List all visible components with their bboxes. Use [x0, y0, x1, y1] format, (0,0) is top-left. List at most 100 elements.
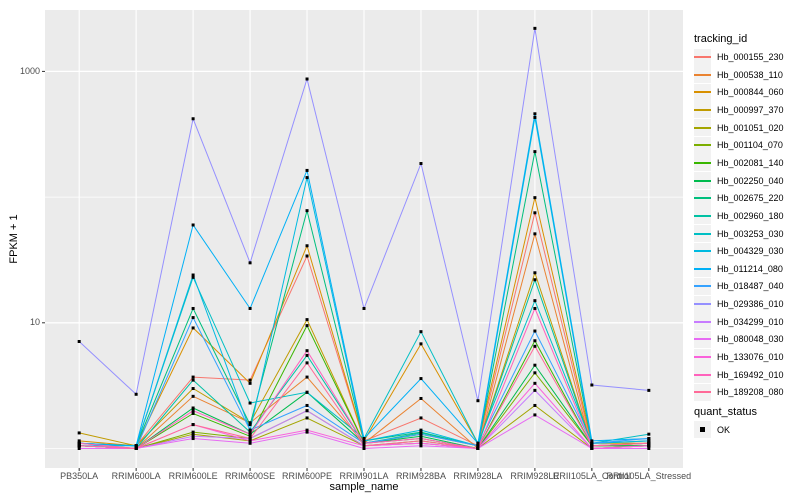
legend-line-key-icon	[694, 313, 711, 331]
data-point	[533, 306, 537, 310]
data-point	[248, 428, 252, 432]
data-point	[248, 401, 252, 405]
legend-entry-label: Hb_011214_080	[717, 263, 783, 274]
quant-ok-key-icon	[694, 421, 711, 438]
legend-entry: Hb_011214_080	[694, 260, 783, 278]
data-point	[362, 441, 366, 445]
data-point	[590, 441, 594, 445]
data-point	[77, 447, 81, 450]
legend-title-tracking-id: tracking_id	[694, 33, 748, 45]
data-point	[533, 278, 537, 282]
data-point	[647, 388, 651, 392]
legend-entry-label: Hb_000155_230	[717, 52, 784, 62]
x-tick-label: RRIM901LA	[339, 471, 389, 481]
legend-entry: Hb_189208_080	[694, 383, 784, 401]
data-point	[533, 196, 537, 200]
legend-entry-label: Hb_004329_030	[717, 246, 784, 257]
data-point	[362, 444, 366, 448]
data-point	[533, 329, 537, 333]
data-point	[590, 383, 594, 387]
data-point	[305, 254, 309, 258]
data-point	[533, 413, 537, 417]
data-point	[590, 447, 594, 450]
data-point	[191, 411, 195, 415]
data-point	[191, 223, 195, 227]
data-point	[134, 447, 138, 450]
data-point	[248, 441, 252, 445]
legend-entry-label: Hb_018487_040	[717, 281, 784, 292]
data-point	[647, 444, 651, 448]
legend-entry: Hb_001051_020	[694, 119, 784, 137]
data-point	[419, 428, 423, 432]
data-point	[305, 349, 309, 353]
legend-entry: Hb_133076_010	[694, 348, 784, 366]
legend-entry-label: Hb_169492_010	[717, 369, 784, 380]
data-point	[419, 416, 423, 420]
legend-line-key-icon	[694, 225, 711, 242]
data-point	[647, 441, 651, 445]
data-point	[77, 444, 81, 448]
data-point	[305, 403, 309, 407]
data-point	[191, 430, 195, 434]
data-point	[191, 378, 195, 382]
data-point	[533, 232, 537, 236]
legend-entry: Hb_029386_010	[694, 295, 784, 313]
legend-line-key-icon	[694, 277, 711, 295]
data-point	[476, 447, 480, 450]
data-point	[533, 115, 537, 119]
legend-entry: Hb_002675_220	[694, 189, 784, 207]
data-point	[647, 447, 651, 450]
data-point	[419, 439, 423, 443]
legend-entry-label: Hb_133076_010	[717, 352, 784, 363]
data-point	[647, 432, 651, 436]
legend-entry: Hb_034299_010	[694, 313, 784, 331]
data-point	[419, 330, 423, 334]
data-point	[191, 434, 195, 438]
data-point	[191, 409, 195, 413]
legend-title-quant-status: quant_status	[694, 406, 757, 418]
legend-line-key-icon	[694, 154, 711, 172]
legend-entry: Hb_001104_070	[694, 136, 783, 154]
data-point	[419, 162, 423, 166]
data-point	[533, 339, 537, 343]
legend-entry-label: Hb_000844_060	[717, 87, 784, 98]
data-point	[248, 434, 252, 438]
data-point	[419, 342, 423, 346]
data-point	[248, 378, 252, 382]
y-axis-title: FPKM + 1	[8, 214, 20, 264]
data-point	[476, 444, 480, 448]
legend-entry-ok: OK	[694, 421, 730, 438]
data-point	[305, 168, 309, 172]
data-point	[533, 211, 537, 215]
x-tick-label: RRIM928LA	[453, 471, 503, 481]
data-point	[533, 26, 537, 30]
data-point	[305, 416, 309, 420]
data-point	[191, 432, 195, 436]
data-point	[590, 439, 594, 443]
data-point	[305, 430, 309, 434]
data-point	[476, 441, 480, 445]
data-point	[305, 390, 309, 394]
data-point	[191, 437, 195, 441]
legend-entry: Hb_080048_030	[694, 330, 784, 348]
data-point	[191, 326, 195, 330]
legend-entry: Hb_003253_030	[694, 225, 784, 242]
data-point	[533, 150, 537, 154]
data-point	[647, 437, 651, 441]
data-point	[77, 339, 81, 343]
x-tick-label: RRIM928BA	[395, 471, 446, 481]
x-tick-label: PB350LA	[60, 471, 99, 481]
data-point	[191, 406, 195, 410]
legend-entry: Hb_000997_370	[694, 101, 784, 119]
data-point	[191, 275, 195, 279]
data-point	[305, 324, 309, 328]
data-point	[191, 375, 195, 379]
data-point	[134, 444, 138, 448]
data-point	[305, 318, 309, 322]
legend-line-key-icon	[694, 172, 711, 190]
data-point	[533, 112, 537, 116]
data-point	[533, 271, 537, 275]
legend-line-key-icon	[694, 383, 711, 401]
y-tick-label-1000: 1000	[19, 66, 40, 76]
